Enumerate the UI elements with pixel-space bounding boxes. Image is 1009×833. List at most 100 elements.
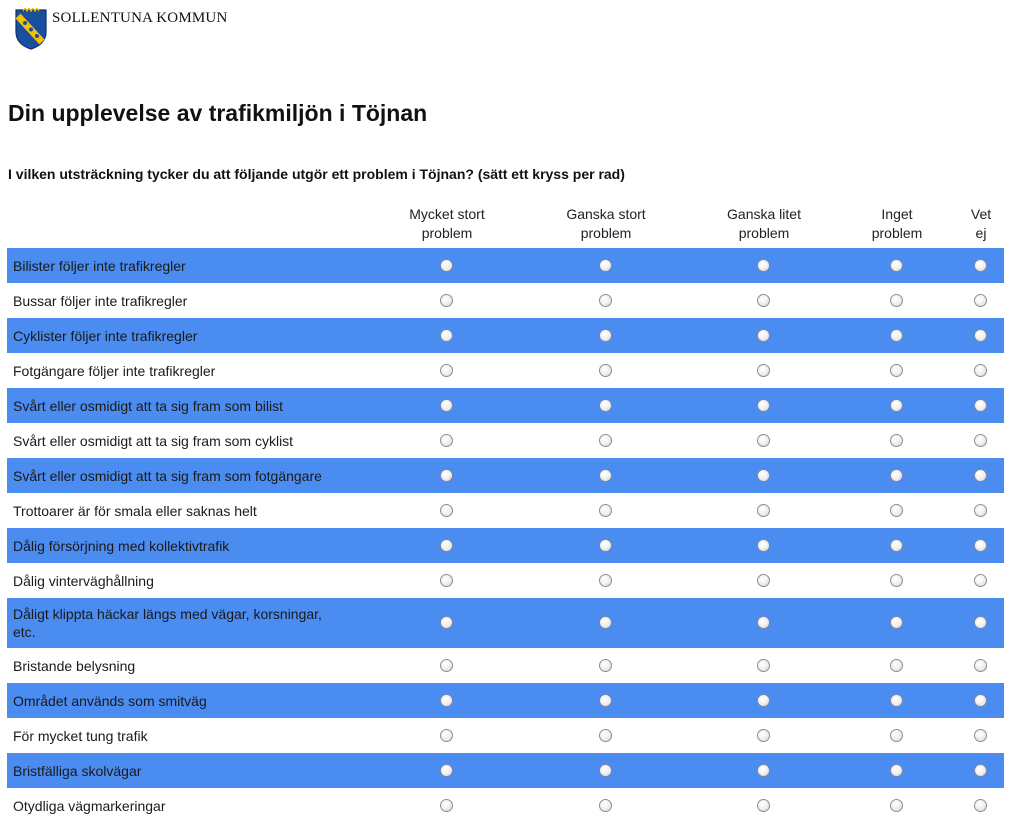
answer-radio[interactable] <box>599 363 612 377</box>
answer-radio[interactable] <box>440 573 453 587</box>
answer-radio[interactable] <box>757 503 770 517</box>
answer-radio[interactable] <box>599 658 612 672</box>
answer-radio[interactable] <box>890 433 903 447</box>
answer-radio[interactable] <box>890 538 903 552</box>
answer-radio[interactable] <box>440 468 453 482</box>
answer-radio[interactable] <box>599 693 612 707</box>
column-headers: Mycket stort problem Ganska stort proble… <box>0 205 1009 245</box>
answer-radio[interactable] <box>890 728 903 742</box>
table-row: Trottoarer är för smala eller saknas hel… <box>7 493 1004 528</box>
answer-radio[interactable] <box>599 573 612 587</box>
row-label: Svårt eller osmidigt att ta sig fram som… <box>13 432 294 449</box>
column-header: Ganska stort problem <box>566 206 646 241</box>
answer-radio[interactable] <box>440 328 453 342</box>
municipal-shield-icon <box>15 8 47 50</box>
answer-radio[interactable] <box>440 693 453 707</box>
answer-radio[interactable] <box>757 573 770 587</box>
row-label: Bussar följer inte trafikregler <box>13 292 188 309</box>
answer-radio[interactable] <box>599 616 612 629</box>
answer-radio[interactable] <box>757 433 770 447</box>
table-row: Bristfälliga skolvägar <box>7 753 1004 788</box>
answer-radio[interactable] <box>440 798 453 812</box>
answer-radio[interactable] <box>890 693 903 707</box>
answer-radio[interactable] <box>890 573 903 587</box>
table-row: Otydliga vägmarkeringar <box>7 788 1004 823</box>
answer-radio[interactable] <box>974 398 987 412</box>
answer-radio[interactable] <box>890 293 903 307</box>
table-row: Dåligt klippta häckar längs med vägar, k… <box>7 598 1004 648</box>
column-header: Inget problem <box>871 206 923 241</box>
answer-radio[interactable] <box>599 538 612 552</box>
answer-radio[interactable] <box>974 616 987 629</box>
answer-radio[interactable] <box>757 728 770 742</box>
answer-radio[interactable] <box>599 293 612 307</box>
answer-radio[interactable] <box>757 798 770 812</box>
answer-radio[interactable] <box>599 328 612 342</box>
answer-radio[interactable] <box>440 538 453 552</box>
answer-radio[interactable] <box>757 363 770 377</box>
answer-radio[interactable] <box>440 728 453 742</box>
answer-radio[interactable] <box>974 433 987 447</box>
answer-radio[interactable] <box>757 616 770 629</box>
answer-radio[interactable] <box>974 328 987 342</box>
answer-radio[interactable] <box>890 798 903 812</box>
answer-radio[interactable] <box>890 363 903 377</box>
answer-radio[interactable] <box>599 468 612 482</box>
site-header: SOLLENTUNA KOMMUN <box>14 8 227 54</box>
answer-radio[interactable] <box>757 293 770 307</box>
table-row: Fotgängare följer inte trafikregler <box>7 353 1004 388</box>
answer-radio[interactable] <box>974 293 987 307</box>
answer-radio[interactable] <box>757 693 770 707</box>
answer-radio[interactable] <box>757 468 770 482</box>
answer-radio[interactable] <box>440 616 453 629</box>
row-label: Bristfälliga skolvägar <box>13 762 142 779</box>
answer-radio[interactable] <box>974 693 987 707</box>
answer-radio[interactable] <box>440 658 453 672</box>
answer-radio[interactable] <box>890 398 903 412</box>
answer-radio[interactable] <box>757 398 770 412</box>
answer-radio[interactable] <box>890 258 903 272</box>
answer-radio[interactable] <box>890 616 903 629</box>
answer-radio[interactable] <box>757 538 770 552</box>
row-label: Svårt eller osmidigt att ta sig fram som… <box>13 467 322 484</box>
answer-radio[interactable] <box>974 798 987 812</box>
table-row: Dålig vinterväghållning <box>7 563 1004 598</box>
answer-radio[interactable] <box>599 763 612 777</box>
answer-radio[interactable] <box>890 503 903 517</box>
answer-radio[interactable] <box>440 433 453 447</box>
answer-radio[interactable] <box>974 538 987 552</box>
answer-radio[interactable] <box>599 258 612 272</box>
table-row: Bristande belysning <box>7 648 1004 683</box>
answer-radio[interactable] <box>974 658 987 672</box>
answer-radio[interactable] <box>599 503 612 517</box>
answer-radio[interactable] <box>599 398 612 412</box>
answer-radio[interactable] <box>757 328 770 342</box>
answer-radio[interactable] <box>599 433 612 447</box>
answer-radio[interactable] <box>757 763 770 777</box>
answer-radio[interactable] <box>440 293 453 307</box>
answer-radio[interactable] <box>599 798 612 812</box>
answer-radio[interactable] <box>974 503 987 517</box>
answer-radio[interactable] <box>599 728 612 742</box>
answer-radio[interactable] <box>890 763 903 777</box>
column-header: Vet ej <box>970 206 992 241</box>
row-label: Otydliga vägmarkeringar <box>13 797 166 814</box>
answer-radio[interactable] <box>890 658 903 672</box>
answer-radio[interactable] <box>974 258 987 272</box>
answer-radio[interactable] <box>890 468 903 482</box>
survey-grid: Bilister följer inte trafikregler Bussar … <box>7 248 1004 823</box>
answer-radio[interactable] <box>440 258 453 272</box>
answer-radio[interactable] <box>890 328 903 342</box>
answer-radio[interactable] <box>974 363 987 377</box>
answer-radio[interactable] <box>440 398 453 412</box>
answer-radio[interactable] <box>974 573 987 587</box>
answer-radio[interactable] <box>974 468 987 482</box>
answer-radio[interactable] <box>440 763 453 777</box>
answer-radio[interactable] <box>757 258 770 272</box>
brand-name: SOLLENTUNA KOMMUN <box>52 10 228 26</box>
answer-radio[interactable] <box>440 363 453 377</box>
answer-radio[interactable] <box>974 763 987 777</box>
answer-radio[interactable] <box>974 728 987 742</box>
answer-radio[interactable] <box>440 503 453 517</box>
answer-radio[interactable] <box>757 658 770 672</box>
